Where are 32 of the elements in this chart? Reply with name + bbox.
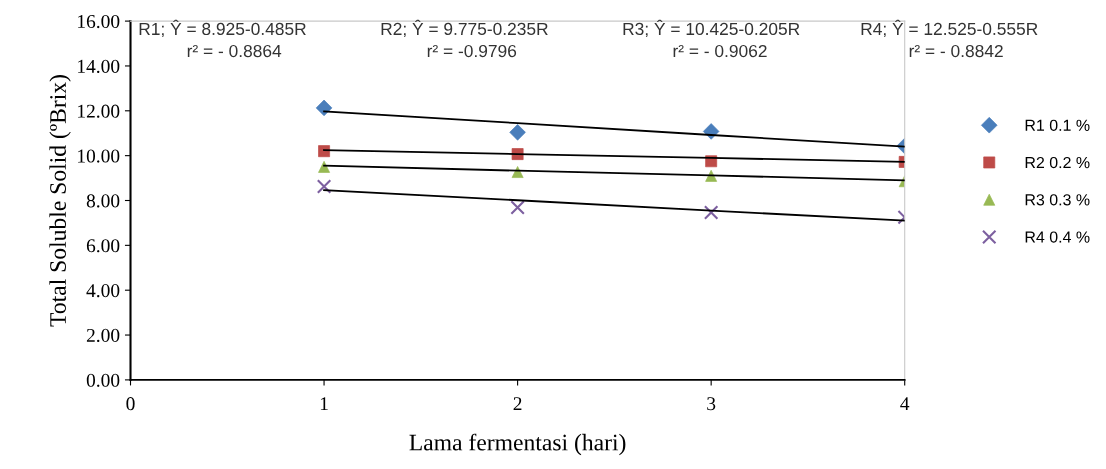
annotation: R2; Ŷ = 9.775-0.235R [381,19,548,38]
legend-label: R4 0.4 % [1025,231,1090,243]
annotation: R4; Ŷ = 12.525-0.555R [861,19,1038,38]
point [316,179,332,194]
annotation: R1; Ŷ = 8.925-0.485R [139,19,306,38]
legend-label: R3 0.3 % [1025,194,1090,206]
y-tick-label: 16.00 [78,14,120,29]
y-tick-label: 10.00 [78,149,120,163]
x-tick-label: 4 [900,397,910,411]
x-tick-label: 0 [126,397,135,411]
y-tick-label: 14.00 [78,59,120,73]
legend-label: R1 0.1 % [1025,119,1090,131]
annotation: r² = - 0.8864 [187,44,282,58]
y-axis-title: Total Soluble Solid (ºBrix) [49,75,71,327]
annotation: r² = - 0.9062 [673,44,767,58]
y-tick-label: 0.00 [86,373,120,387]
x-tick-label: 3 [707,397,716,411]
point [510,200,525,215]
legend-label: R2 0.2 % [1025,156,1090,169]
line-series [323,189,905,222]
y-tick-label: 2.00 [86,328,120,343]
y-tick-label: 6.00 [86,239,120,253]
y-tick-label: 12.00 [78,104,120,118]
point [703,205,719,220]
x-tick-label: 2 [513,397,522,411]
y-tick-label: 8.00 [86,194,120,208]
x-tick-label: 1 [320,397,328,411]
annotation: R3; Ŷ = 10.425-0.205R [623,19,800,38]
y-tick-label: 4.00 [86,284,120,298]
x-axis-title: Lama fermentasi (hari) [409,433,626,456]
text: r² = - 0.8842 [909,44,1003,58]
annotation: r² = -0.9796 [427,44,517,58]
